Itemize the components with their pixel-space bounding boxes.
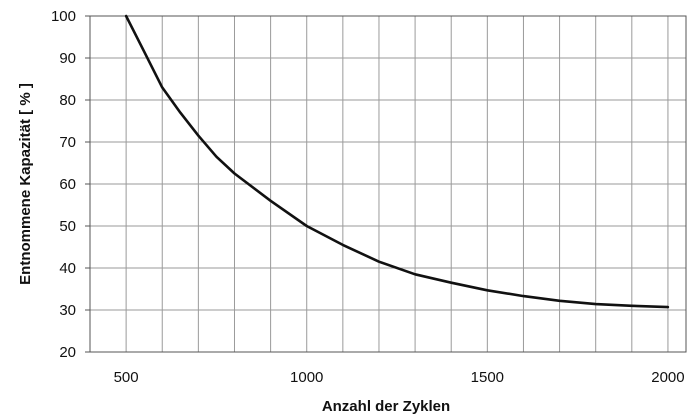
x-tick-label: 2000 <box>651 369 684 386</box>
y-tick-label: 40 <box>59 260 76 277</box>
y-tick-label: 100 <box>51 8 76 25</box>
series-line <box>124 14 670 309</box>
tick-labels: 20 30 40 50 60 70 80 90 100 500 1000 1500 2000 <box>51 8 685 386</box>
x-axis-title: Anzahl der Zyklen <box>322 398 450 415</box>
grid <box>85 15 686 353</box>
y-tick-label: 30 <box>59 302 76 319</box>
y-tick-label: 50 <box>59 218 76 235</box>
x-tick-label: 1000 <box>290 369 323 386</box>
y-tick-label: 90 <box>59 50 76 67</box>
y-tick-label: 70 <box>59 134 76 151</box>
plot-frame <box>89 15 687 353</box>
x-tick-label: 1500 <box>471 369 504 386</box>
y-axis-title: Entnommene Kapazität [ % ] <box>17 83 34 285</box>
y-tick-label: 60 <box>59 176 76 193</box>
x-tick-label: 500 <box>114 369 139 386</box>
y-tick-label: 80 <box>59 92 76 109</box>
y-tick-label: 20 <box>59 344 76 361</box>
series-layer <box>124 14 670 309</box>
